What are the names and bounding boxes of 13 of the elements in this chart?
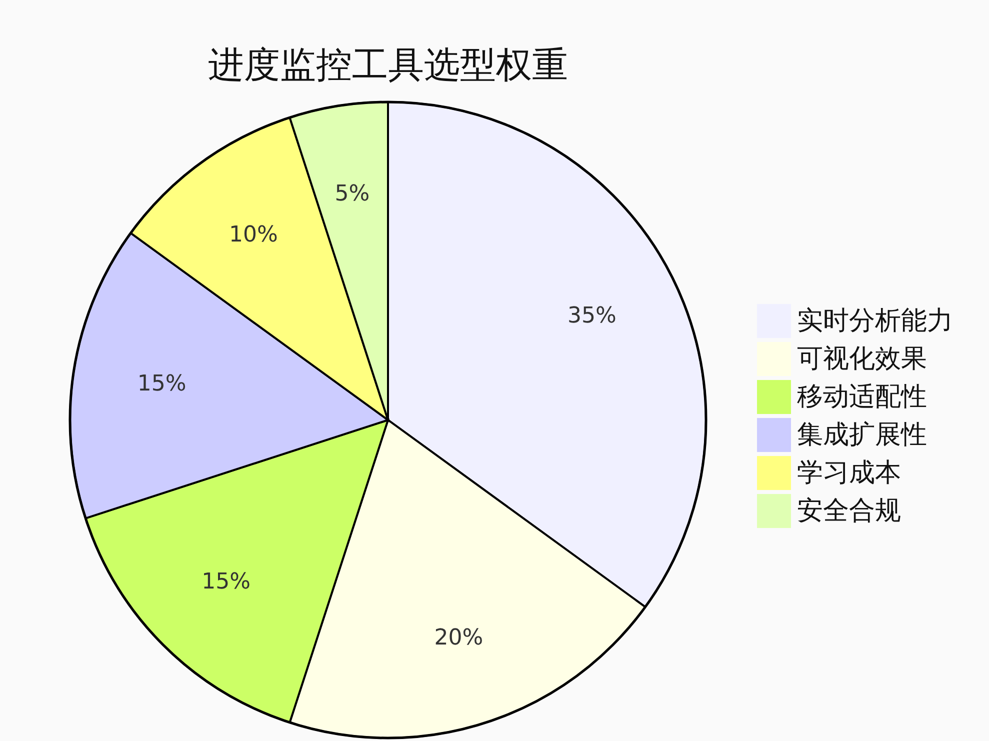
- data-label: 10%: [228, 222, 278, 248]
- data-label: 20%: [434, 625, 484, 650]
- chart-title: 进度监控工具选型权重: [208, 45, 568, 86]
- legend-label: 移动适配性: [797, 382, 927, 412]
- data-label: 15%: [202, 569, 251, 594]
- legend-label: 安全合规: [797, 496, 901, 526]
- slice-label: 实时分析能力: [797, 306, 953, 336]
- legend-label: 集成扩展性: [797, 420, 927, 450]
- legend-label: 学习成本: [797, 458, 901, 488]
- data-label: 35%: [568, 304, 616, 329]
- data-label: 5%: [334, 181, 370, 206]
- data-label: 15%: [137, 372, 186, 397]
- legend-label: 可视化效果: [797, 344, 927, 374]
